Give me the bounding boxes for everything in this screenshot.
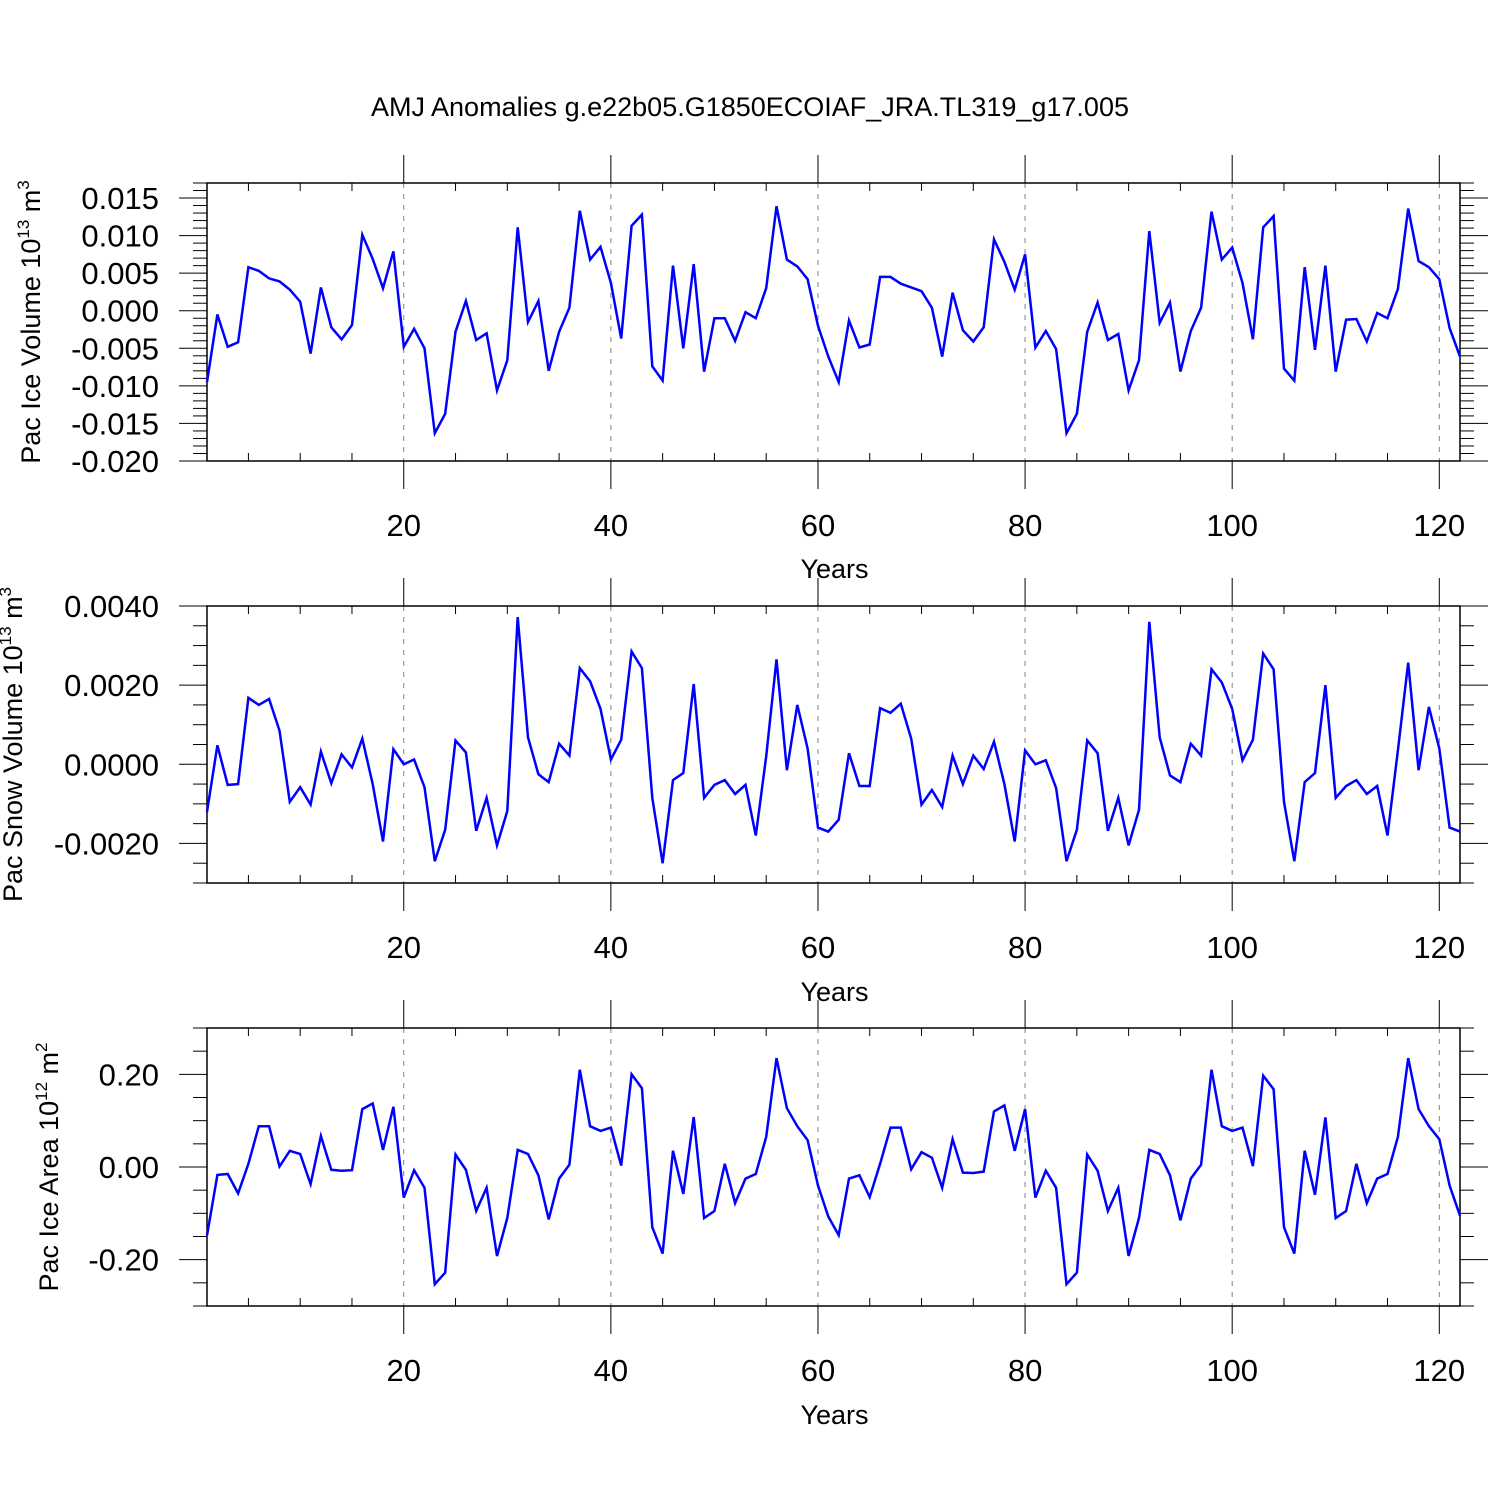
y-tick-label: 0.015: [81, 181, 159, 216]
x-tick-label: 80: [1008, 1353, 1042, 1388]
x-tick-label: 100: [1206, 508, 1258, 543]
y-axis-label: Pac Snow Volume 1013 m3: [0, 587, 28, 902]
x-tick-label: 120: [1413, 930, 1465, 965]
x-tick-label: 20: [387, 508, 421, 543]
y-tick-label: 0.0020: [64, 668, 159, 703]
panel-3: 20 40 60 80 100 120 -0.20 0.00 0.20 Years Pac Ice …: [32, 1000, 1488, 1430]
y-tick-label: -0.020: [71, 444, 159, 479]
x-tick-label: 80: [1008, 508, 1042, 543]
x-axis-label: Years: [800, 977, 868, 1007]
x-tick-label: 20: [387, 930, 421, 965]
x-tick-label: 60: [801, 508, 835, 543]
y-axis-label: Pac Ice Volume 1013 m3: [14, 180, 46, 464]
panel-2: 20 40 60 80 100 120 -0.0020 0.0000 0.0020 0.0040 Y…: [0, 578, 1488, 1007]
y-tick-label: 0.0000: [64, 747, 159, 782]
x-tick-label: 120: [1413, 1353, 1465, 1388]
x-tick-label: 60: [801, 930, 835, 965]
y-axis-label: Pac Ice Area 1012 m2: [32, 1042, 64, 1291]
y-tick-label: -0.015: [71, 406, 159, 441]
y-tick-label: 0.010: [81, 219, 159, 254]
x-tick-label: 100: [1206, 1353, 1258, 1388]
y-tick-label: 0.20: [99, 1057, 159, 1092]
plot-frame: [206, 182, 1461, 462]
panel-1: 20 40 60 80 100 120-0.020-0.015-0.010-0.0050.…: [14, 155, 1488, 584]
data-series-line: [205, 616, 1461, 864]
y-tick-label: -0.0020: [54, 826, 159, 861]
y-tick-label: 0.00: [99, 1150, 159, 1185]
x-tick-label: 40: [594, 508, 628, 543]
x-tick-label: 60: [801, 1353, 835, 1388]
y-tick-label: 0.0040: [64, 589, 159, 624]
x-tick-label: 40: [594, 930, 628, 965]
y-tick-label: -0.005: [71, 331, 159, 366]
chart-title: AMJ Anomalies g.e22b05.G1850ECOIAF_JRA.T…: [371, 92, 1129, 122]
x-tick-label: 20: [387, 1353, 421, 1388]
y-tick-label: -0.010: [71, 369, 159, 404]
x-tick-label: 80: [1008, 930, 1042, 965]
plot-frame: [206, 1027, 1461, 1307]
y-tick-label: 0.005: [81, 256, 159, 291]
y-tick-label: -0.20: [88, 1243, 159, 1278]
x-axis-label: Years: [800, 554, 868, 584]
data-series-line: [205, 206, 1462, 438]
x-axis-label: Years: [800, 1400, 868, 1430]
x-tick-label: 100: [1206, 930, 1258, 965]
x-tick-label: 40: [594, 1353, 628, 1388]
x-tick-label: 120: [1413, 508, 1465, 543]
plot-frame: [206, 605, 1461, 884]
y-tick-label: 0.000: [81, 294, 159, 329]
data-series-line: [205, 1057, 1462, 1288]
